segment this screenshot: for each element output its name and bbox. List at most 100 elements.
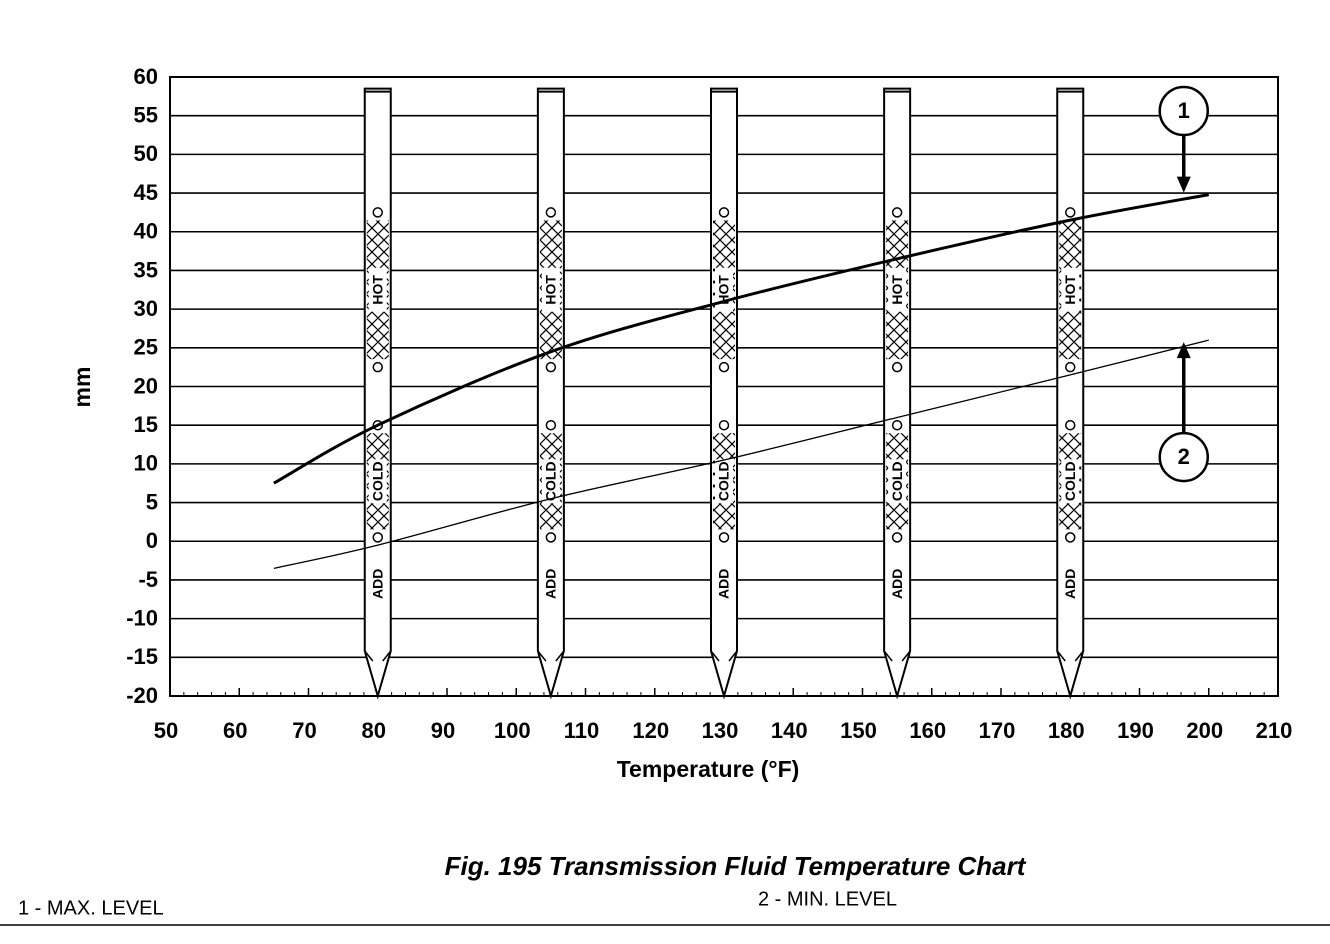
dipstick-point <box>883 650 911 662</box>
dipstick-label: COLD <box>889 461 905 501</box>
y-tick-label: 25 <box>134 335 158 360</box>
y-tick-label: 10 <box>134 451 158 476</box>
x-tick-label: 80 <box>362 718 386 743</box>
series-line <box>273 193 1210 485</box>
level-hole <box>372 207 383 218</box>
dipstick-label: ADD <box>369 569 385 599</box>
label-bg <box>368 267 387 312</box>
level-hole <box>372 532 383 543</box>
dipstick-label: HOT <box>543 275 559 305</box>
x-tick-label: 70 <box>292 718 316 743</box>
label-bg <box>541 267 560 312</box>
dipstick <box>710 87 738 700</box>
y-tick-label: 45 <box>134 180 158 205</box>
y-tick-label: 50 <box>134 141 158 166</box>
label-bg <box>1061 459 1080 504</box>
dipstick-point <box>537 650 565 662</box>
dipstick-label: ADD <box>716 569 732 599</box>
callout-circle <box>1158 431 1209 483</box>
x-tick-label: 180 <box>1048 718 1085 743</box>
x-tick-label: 50 <box>154 718 178 743</box>
level-hole <box>545 532 557 543</box>
callout-label: 1 <box>1178 98 1190 123</box>
legend-entry: 2 - MIN. LEVEL <box>758 888 897 910</box>
callout-arrowhead <box>1176 176 1191 193</box>
level-hole <box>1065 532 1076 543</box>
y-tick-label: 55 <box>134 103 158 128</box>
x-tick-label: 60 <box>223 718 247 743</box>
dipstick <box>883 87 912 700</box>
label-bg <box>715 459 733 504</box>
y-tick-label: 60 <box>134 64 158 89</box>
label-bg <box>541 459 560 504</box>
dipstick-label: COLD <box>369 461 385 501</box>
level-hole <box>372 361 383 373</box>
dipstick-label: HOT <box>716 275 732 305</box>
dipstick-point <box>364 650 392 662</box>
level-hole <box>545 419 557 431</box>
level-hole <box>1065 361 1076 373</box>
level-hole <box>718 532 730 543</box>
dipstick-label: HOT <box>369 275 385 305</box>
dipstick <box>536 87 565 700</box>
dipstick-label: HOT <box>889 275 905 305</box>
y-tick-label: 0 <box>146 528 158 553</box>
x-tick-label: 210 <box>1256 718 1293 743</box>
legend-entry: 1 - MAX. LEVEL <box>18 897 164 919</box>
y-tick-label: 30 <box>134 296 158 321</box>
level-hole <box>891 207 903 218</box>
level-hole <box>1065 207 1076 218</box>
dipstick-label: ADD <box>543 569 559 599</box>
x-axis-label: Temperature (°F) <box>617 756 800 782</box>
dipstick-point <box>1056 650 1084 662</box>
level-hole <box>718 361 730 373</box>
y-tick-label: -15 <box>126 644 158 669</box>
dipstick-label: COLD <box>716 461 732 501</box>
dipstick <box>363 87 392 700</box>
dipstick-label: ADD <box>1062 569 1078 599</box>
label-bg <box>888 267 907 312</box>
x-tick-label: 120 <box>632 718 669 743</box>
x-tick-label: 200 <box>1186 718 1223 743</box>
x-tick-label: 90 <box>431 718 455 743</box>
x-tick-label: 160 <box>909 718 946 743</box>
y-tick-label: -10 <box>126 605 158 630</box>
x-tick-label: 130 <box>702 718 739 743</box>
label-bg <box>1061 267 1080 312</box>
caption: Fig. 195 Transmission Fluid Temperature … <box>445 851 1027 881</box>
y-tick-label: 40 <box>134 219 158 244</box>
dipstick-label: ADD <box>889 569 905 599</box>
level-hole <box>891 532 903 543</box>
level-hole <box>545 207 557 218</box>
dipstick-label: HOT <box>1062 275 1078 305</box>
level-hole <box>718 207 730 218</box>
x-tick-label: 140 <box>771 718 808 743</box>
dipstick-point <box>710 650 738 662</box>
level-hole <box>891 419 903 431</box>
y-tick-label: 15 <box>134 412 158 437</box>
y-tick-label: 35 <box>134 257 158 282</box>
x-tick-label: 190 <box>1117 718 1154 743</box>
y-tick-label: -20 <box>126 683 158 708</box>
level-hole <box>891 361 903 373</box>
label-bg <box>888 459 907 504</box>
x-tick-label: 100 <box>494 718 531 743</box>
level-hole <box>718 419 730 431</box>
callout-arrowhead <box>1176 342 1191 359</box>
dipstick-label: COLD <box>543 461 559 501</box>
callout-circle <box>1158 85 1209 137</box>
x-tick-label: 170 <box>979 718 1016 743</box>
label-bg <box>368 459 387 504</box>
dipstick-label: COLD <box>1062 461 1078 501</box>
x-tick-label: 110 <box>564 718 600 743</box>
y-axis-label: mm <box>69 367 95 408</box>
y-tick-label: -5 <box>138 567 158 592</box>
y-tick-label: 5 <box>146 489 158 514</box>
level-hole <box>1065 419 1076 431</box>
series-line <box>273 339 1209 569</box>
x-tick-label: 150 <box>840 718 877 743</box>
level-hole <box>545 361 557 373</box>
y-tick-label: 20 <box>134 373 158 398</box>
callout-label: 2 <box>1178 444 1190 469</box>
